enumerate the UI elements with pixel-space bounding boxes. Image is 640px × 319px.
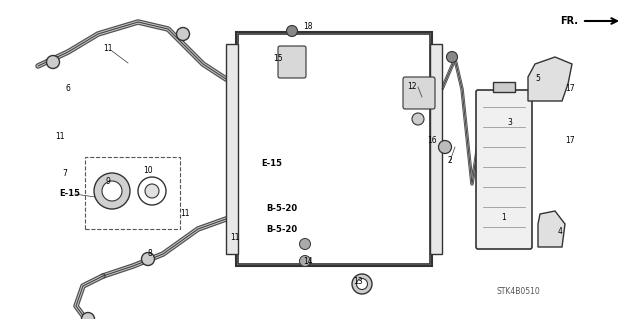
- Text: 10: 10: [143, 167, 153, 175]
- Text: 5: 5: [536, 75, 540, 84]
- FancyBboxPatch shape: [278, 46, 306, 78]
- Text: 1: 1: [502, 212, 506, 221]
- Text: 12: 12: [407, 83, 417, 92]
- Bar: [236, 32, 432, 266]
- Text: B-5-20: B-5-20: [266, 204, 298, 213]
- Text: 11: 11: [55, 132, 65, 142]
- FancyBboxPatch shape: [403, 77, 435, 109]
- Text: 18: 18: [303, 23, 313, 32]
- Bar: [238, 34, 430, 264]
- Text: 4: 4: [557, 226, 563, 235]
- Text: 8: 8: [148, 249, 152, 258]
- Circle shape: [102, 181, 122, 201]
- Circle shape: [94, 173, 130, 209]
- Text: 16: 16: [427, 137, 437, 145]
- Text: 11: 11: [103, 44, 113, 54]
- Text: FR.: FR.: [560, 16, 578, 26]
- Text: 11: 11: [180, 210, 189, 219]
- Text: 2: 2: [447, 157, 452, 166]
- Bar: [85, 157, 180, 229]
- Circle shape: [438, 140, 451, 153]
- Text: 17: 17: [565, 85, 575, 93]
- Text: E-15: E-15: [60, 189, 81, 198]
- FancyBboxPatch shape: [476, 90, 532, 249]
- Text: 14: 14: [303, 256, 313, 265]
- Text: 15: 15: [273, 55, 283, 63]
- Circle shape: [47, 56, 60, 69]
- Circle shape: [356, 278, 367, 290]
- Circle shape: [287, 26, 298, 36]
- Text: B-5-20: B-5-20: [266, 225, 298, 234]
- Text: 3: 3: [508, 118, 513, 128]
- Circle shape: [145, 184, 159, 198]
- Circle shape: [412, 113, 424, 125]
- Text: 13: 13: [353, 277, 363, 286]
- Bar: [493, 82, 515, 92]
- Circle shape: [141, 253, 154, 265]
- Polygon shape: [538, 211, 565, 247]
- Text: 17: 17: [565, 137, 575, 145]
- Circle shape: [300, 256, 310, 266]
- Text: 6: 6: [65, 85, 70, 93]
- Circle shape: [352, 274, 372, 294]
- Circle shape: [177, 27, 189, 41]
- Bar: [430, 44, 442, 254]
- Text: 11: 11: [230, 233, 240, 241]
- Circle shape: [138, 177, 166, 205]
- Text: E-15: E-15: [262, 160, 282, 168]
- Circle shape: [81, 313, 95, 319]
- Bar: [226, 44, 238, 254]
- Circle shape: [300, 239, 310, 249]
- Text: STK4B0510: STK4B0510: [496, 286, 540, 295]
- Polygon shape: [528, 57, 572, 101]
- Circle shape: [447, 51, 458, 63]
- Text: 9: 9: [106, 176, 111, 186]
- Text: 7: 7: [63, 169, 67, 179]
